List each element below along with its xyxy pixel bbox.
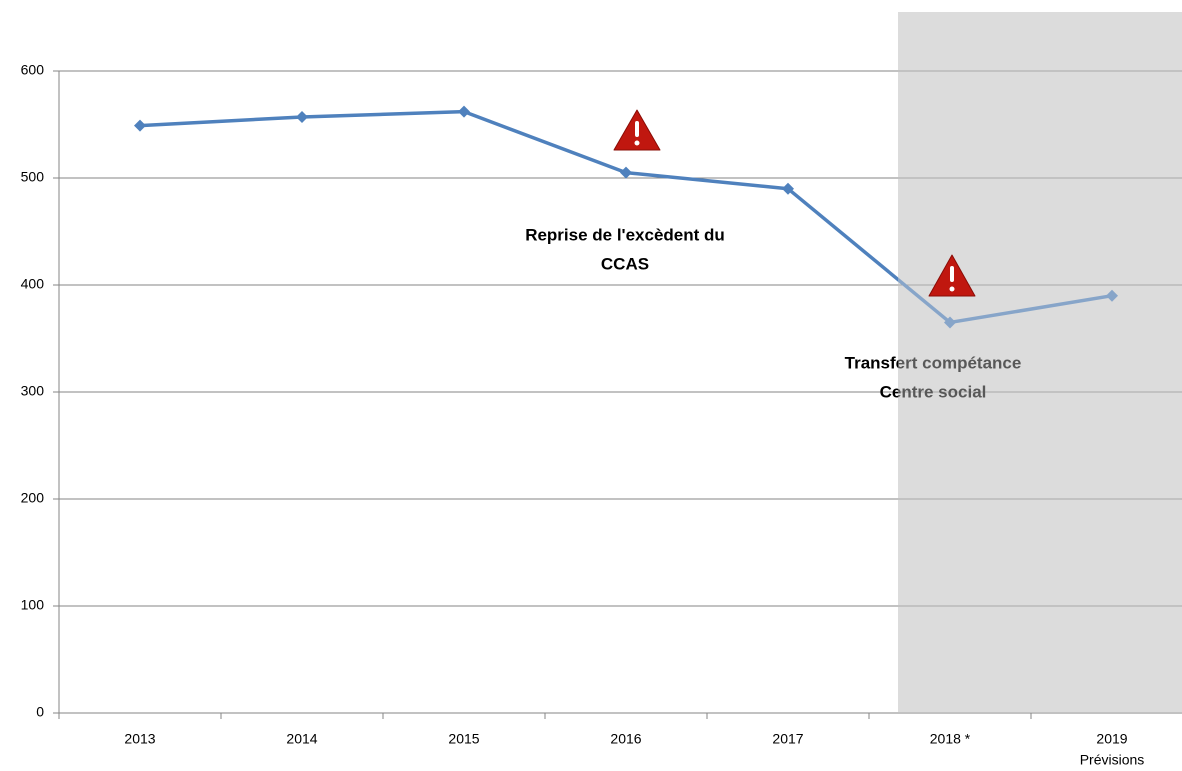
marker (620, 166, 632, 179)
y-tick-label: 600 (21, 62, 45, 78)
warning-bang (950, 266, 954, 282)
x-tick-label: 2018 * (930, 731, 971, 747)
warning-icon (928, 254, 976, 297)
y-tick-label: 300 (21, 383, 45, 399)
marker (296, 111, 308, 124)
x-tick-label: 2017 (772, 731, 803, 747)
x-tick-label: 2016 (610, 731, 641, 747)
x-tick-label: 2013 (124, 731, 155, 747)
y-tick-label: 100 (21, 597, 45, 613)
marker (1106, 289, 1118, 302)
marker (458, 105, 470, 118)
x-tick-label: 2015 (448, 731, 479, 747)
warning-dot (634, 140, 640, 146)
forecast-shade (898, 12, 1182, 713)
y-tick-label: 0 (36, 704, 44, 720)
marker (944, 316, 956, 329)
warning-bang (635, 121, 639, 137)
annotation: Reprise de l'excèdent du (525, 225, 725, 244)
warning-dot (949, 286, 955, 292)
x-tick-label: 2019 (1096, 731, 1127, 747)
forecast-label: Prévisions (1080, 752, 1145, 768)
marker (134, 119, 146, 132)
y-tick-label: 400 (21, 276, 45, 292)
y-tick-label: 200 (21, 490, 45, 506)
x-tick-label: 2014 (286, 731, 317, 747)
y-tick-label: 500 (21, 169, 45, 185)
plot: 0 100 200 300 400 500 600 2013 2014 2015 2016 2017 2… (21, 62, 1182, 768)
annotation: Transfert compétance (845, 353, 1022, 372)
annotation: CCAS (601, 254, 649, 273)
forecast-overlay (898, 12, 1182, 713)
marker (782, 182, 794, 195)
warning-icon (613, 109, 661, 151)
annotation: Centre social (880, 382, 987, 401)
